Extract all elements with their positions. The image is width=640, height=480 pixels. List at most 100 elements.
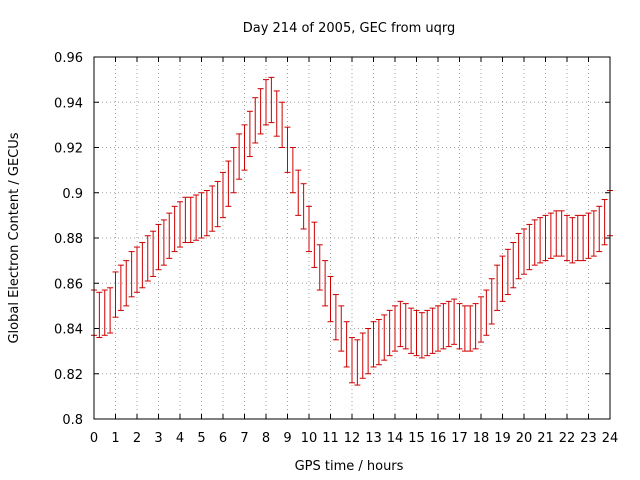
error-bar xyxy=(418,312,425,359)
error-bar xyxy=(402,303,409,350)
error-bar xyxy=(354,339,361,386)
y-tick-label: 0.86 xyxy=(54,277,83,292)
y-tick-label: 0.9 xyxy=(62,187,83,202)
error-bar xyxy=(177,201,183,248)
error-bar xyxy=(187,196,194,244)
error-bar xyxy=(252,97,259,144)
x-tick-label: 11 xyxy=(322,431,339,446)
x-tick-label: 2 xyxy=(133,431,141,446)
error-bar xyxy=(246,110,253,158)
error-bar xyxy=(521,228,527,275)
error-bar xyxy=(257,88,264,135)
error-bar xyxy=(220,171,226,219)
error-bar xyxy=(144,235,151,282)
error-bar xyxy=(123,260,130,307)
error-bar xyxy=(96,291,103,339)
error-bar xyxy=(225,160,232,207)
error-bar xyxy=(386,309,393,357)
x-tick-label: 19 xyxy=(494,431,511,446)
chart-title: Day 214 of 2005, GEC from uqrg xyxy=(243,21,456,36)
error-bar xyxy=(375,318,382,366)
error-bar xyxy=(408,307,415,354)
y-tick-labels: 0.8 0.82 0.84 0.86 0.88 0.9 0.92 0.94 0.96 xyxy=(54,51,83,428)
error-bar xyxy=(413,309,420,357)
error-bar xyxy=(515,232,522,280)
error-bar xyxy=(365,328,372,375)
y-tick-label: 0.88 xyxy=(54,232,83,247)
error-bar xyxy=(488,278,495,325)
error-bar xyxy=(107,287,114,334)
x-tick-label: 22 xyxy=(559,431,576,446)
error-bar xyxy=(203,189,210,237)
error-bar xyxy=(279,101,286,148)
error-bar xyxy=(542,214,549,262)
x-tick-label: 1 xyxy=(111,431,119,446)
x-tick-label: 3 xyxy=(154,431,162,446)
error-bar xyxy=(504,248,511,296)
error-bar xyxy=(332,294,339,341)
error-bar xyxy=(128,251,135,298)
y-tick-label: 0.92 xyxy=(54,142,83,157)
error-bar xyxy=(284,126,291,173)
error-bar xyxy=(193,194,200,241)
error-bar xyxy=(451,298,458,345)
error-bar xyxy=(349,337,355,384)
error-bar xyxy=(241,124,248,171)
error-bar xyxy=(537,217,544,264)
error-bar xyxy=(547,212,554,259)
x-tick-label: 18 xyxy=(473,431,490,446)
error-bar xyxy=(435,305,441,352)
error-bar xyxy=(101,289,108,336)
error-bar xyxy=(214,180,221,228)
x-tick-label: 21 xyxy=(537,431,554,446)
error-bar xyxy=(558,210,565,257)
x-tick-label: 24 xyxy=(602,431,619,446)
error-bar xyxy=(268,76,275,124)
error-bar xyxy=(316,244,323,291)
error-bar xyxy=(338,305,345,352)
error-bar xyxy=(289,147,296,194)
error-bar xyxy=(445,300,452,348)
error-bar xyxy=(209,185,216,232)
error-bar xyxy=(160,219,167,266)
error-bar xyxy=(112,271,119,318)
error-bar xyxy=(306,205,312,253)
error-bar xyxy=(424,309,431,357)
error-bar xyxy=(585,212,592,259)
y-tick-label: 0.8 xyxy=(62,413,83,428)
error-bar xyxy=(134,246,140,293)
x-tick-labels: 0 1 2 3 4 5 6 7 8 9 10 11 12 13 14 15 16 17 18 19 20 21 22 23 24 xyxy=(90,431,618,446)
error-bars xyxy=(91,76,613,386)
error-bar xyxy=(295,169,302,216)
error-bar xyxy=(472,303,479,350)
x-tick-label: 12 xyxy=(344,431,361,446)
error-bar xyxy=(461,305,468,352)
error-bar xyxy=(596,205,603,253)
x-tick-label: 6 xyxy=(219,431,227,446)
error-bar xyxy=(510,242,517,289)
error-bar xyxy=(230,147,237,194)
error-bar xyxy=(569,217,576,264)
x-tick-label: 0 xyxy=(90,431,98,446)
x-tick-label: 7 xyxy=(240,431,248,446)
error-bar xyxy=(580,214,587,262)
error-bar xyxy=(198,192,205,239)
x-tick-label: 15 xyxy=(408,431,425,446)
error-bar xyxy=(564,214,570,262)
error-bar xyxy=(117,264,124,311)
error-bar xyxy=(601,199,608,246)
error-bar xyxy=(359,332,366,379)
x-tick-label: 23 xyxy=(580,431,597,446)
error-bar xyxy=(499,255,506,302)
error-bar xyxy=(300,183,307,230)
x-tick-label: 20 xyxy=(516,431,533,446)
x-tick-label: 5 xyxy=(197,431,205,446)
error-bar xyxy=(166,212,173,259)
y-tick-label: 0.94 xyxy=(54,96,83,111)
error-bar xyxy=(322,260,329,307)
error-bar xyxy=(440,303,447,350)
x-tick-label: 4 xyxy=(176,431,184,446)
error-bar xyxy=(392,305,398,352)
x-tick-label: 13 xyxy=(365,431,382,446)
